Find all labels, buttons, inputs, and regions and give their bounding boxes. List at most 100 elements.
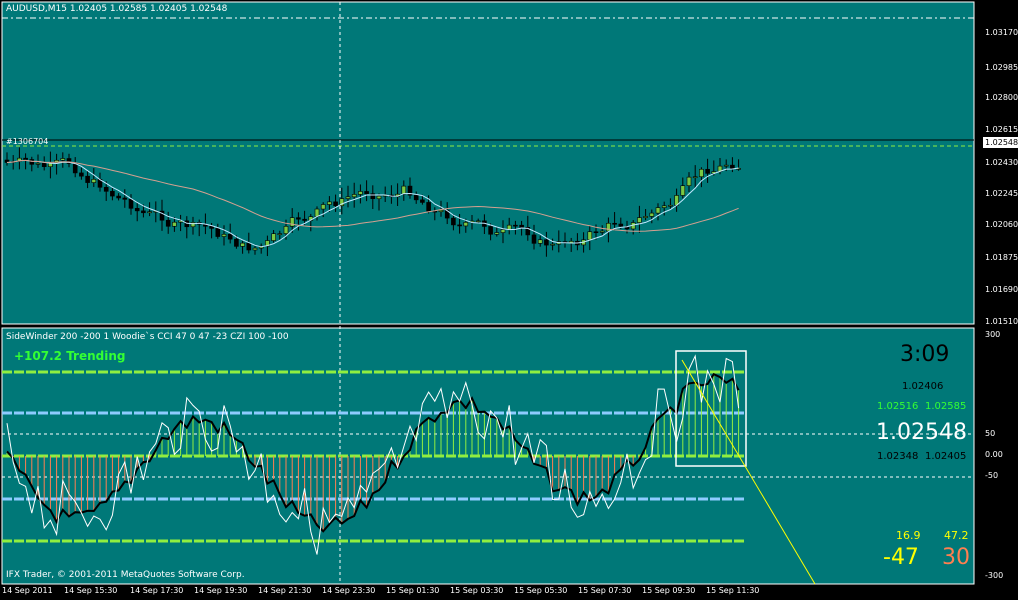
candle-body [265, 240, 270, 247]
big-value-2: 30 [942, 545, 970, 570]
candle-body [488, 226, 493, 235]
time-label: 15 Sep 05:30 [514, 586, 568, 595]
candle-body [147, 211, 152, 214]
candle-body [17, 157, 22, 162]
candle-body [128, 199, 134, 209]
candle-body [103, 186, 109, 192]
time-label: 14 Sep 17:30 [130, 586, 184, 595]
candle-body [637, 217, 642, 223]
candle-body [29, 159, 35, 165]
candle-body [358, 191, 363, 195]
small-value-2: 47.2 [944, 529, 969, 542]
candle-body [345, 196, 351, 199]
candle-body [227, 233, 233, 240]
candle-body [730, 164, 735, 169]
price-scale-label: 1.03170 [985, 28, 1018, 37]
low-price-2: 1.02405 [925, 451, 967, 462]
candle-body [649, 212, 655, 217]
candle-body [413, 194, 419, 201]
candle-body [252, 247, 258, 251]
candle-body [190, 222, 196, 228]
price-scale-label: 1.01690 [985, 285, 1018, 294]
indicator-scale-label: -50 [985, 471, 999, 480]
candle-body [246, 242, 252, 251]
indicator-header: SideWinder 200 -200 1 Woodie`s CCI 47 0 … [6, 332, 289, 342]
order-label: #1306704 [6, 137, 49, 146]
candle-body [587, 231, 593, 241]
candle-body [296, 217, 301, 220]
indicator-scale-label: 50 [985, 429, 996, 438]
time-label: 14 Sep 21:30 [258, 586, 312, 595]
candle-body [376, 195, 382, 200]
candle-body [519, 224, 524, 228]
candle-body [289, 217, 295, 227]
candle-body [500, 229, 506, 233]
candle-body [122, 197, 128, 200]
candle-body [531, 234, 537, 244]
open-price: 1.02406 [902, 381, 944, 392]
candle-body [165, 219, 171, 227]
time-label: 15 Sep 07:30 [578, 586, 632, 595]
candle-body [172, 221, 177, 227]
candle-body [72, 163, 78, 174]
candle-body [680, 185, 686, 196]
candle-body [327, 201, 332, 205]
trend-line [681, 359, 816, 585]
candle-body [550, 243, 555, 246]
candle-body [593, 231, 599, 234]
low-price: 1.02348 [877, 451, 919, 462]
candle-body [643, 216, 648, 218]
price-scale-label: 1.01510 [985, 317, 1018, 326]
candle-body [60, 158, 66, 161]
price-scale-label: 1.02800 [985, 93, 1018, 102]
candle-body [79, 172, 84, 177]
candle-body [221, 233, 227, 237]
candle-body [705, 168, 710, 174]
candle-body [463, 222, 469, 227]
price-scale-label: 1.02060 [985, 220, 1018, 229]
candle-body [407, 185, 413, 196]
candle-body [618, 223, 624, 227]
candle-body [35, 162, 41, 165]
candle-body [457, 224, 462, 227]
selection-box [675, 350, 747, 467]
indicator-scale-label: -300 [985, 571, 1004, 580]
candle-body [141, 210, 146, 214]
candle-body [351, 194, 357, 198]
candle-body [370, 193, 376, 200]
candle-body [320, 204, 326, 210]
candle-body [544, 239, 549, 246]
candle-body [209, 225, 214, 229]
fast-ma-line [6, 159, 739, 248]
candle-body [525, 226, 531, 236]
candle-body [277, 233, 283, 235]
indicator-scale-label: 300 [985, 330, 1001, 339]
candle-body [661, 205, 667, 208]
candle-body [401, 185, 407, 195]
time-label: 14 Sep 15:30 [64, 586, 118, 595]
time-label: 14 Sep 19:30 [194, 586, 248, 595]
candle-body [110, 191, 115, 197]
candle-body [364, 191, 369, 194]
candle-body [494, 232, 500, 235]
candle-body [91, 179, 97, 183]
candle-body [159, 210, 165, 221]
candle-body [451, 217, 456, 226]
big-value-1: -47 [883, 545, 919, 570]
candle-body [438, 209, 444, 213]
candle-body [420, 199, 425, 203]
time-label: 14 Sep 2011 [2, 586, 53, 595]
candle-body [134, 208, 140, 212]
time-label: 15 Sep 01:30 [386, 586, 440, 595]
slow-ma-line [6, 159, 739, 232]
candle-body [271, 233, 276, 241]
candle-body [23, 157, 28, 160]
price-panel [1, 1, 975, 325]
candle-body [612, 222, 617, 225]
candle-body [599, 230, 605, 233]
candle-body [606, 222, 611, 232]
trend-status: +107.2 Trending [14, 349, 126, 363]
price-scale-label: 1.02430 [985, 158, 1018, 167]
high-price-2: 1.02585 [925, 401, 967, 412]
